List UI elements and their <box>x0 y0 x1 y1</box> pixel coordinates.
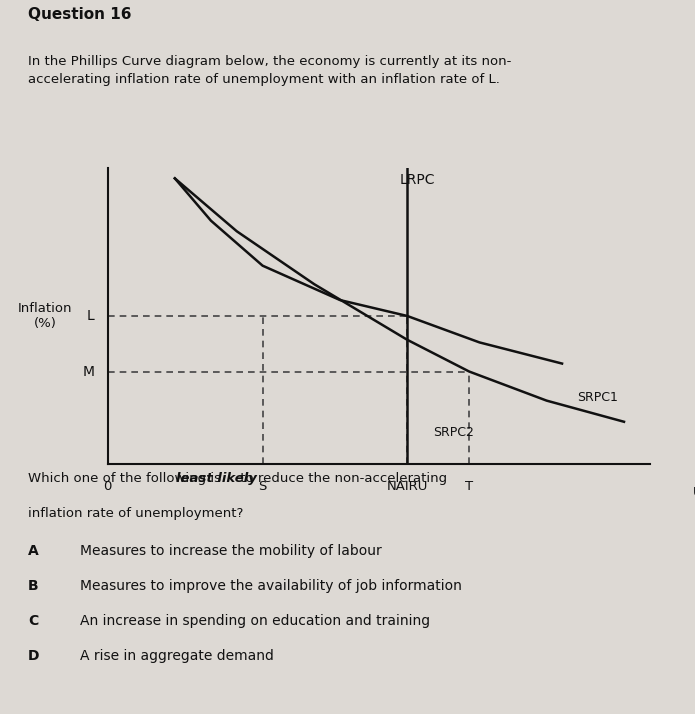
Text: SRPC2: SRPC2 <box>433 426 474 439</box>
Text: Which one of the following is: Which one of the following is <box>28 472 225 485</box>
Text: A rise in aggregate demand: A rise in aggregate demand <box>80 649 274 663</box>
Text: T: T <box>465 480 473 493</box>
Text: LRPC: LRPC <box>400 173 435 187</box>
Text: A: A <box>28 544 38 558</box>
Text: Measures to increase the mobility of labour: Measures to increase the mobility of lab… <box>80 544 382 558</box>
Text: NAIRU: NAIRU <box>386 480 428 493</box>
Text: C: C <box>28 614 38 628</box>
Text: Inflation
(%): Inflation (%) <box>18 302 73 330</box>
Text: to reduce the non-accelerating: to reduce the non-accelerating <box>236 472 447 485</box>
Text: M: M <box>83 365 95 378</box>
Text: S: S <box>259 480 267 493</box>
Text: L: L <box>87 309 95 323</box>
Text: Measures to improve the availability of job information: Measures to improve the availability of … <box>80 579 461 593</box>
Text: least likely: least likely <box>177 472 257 485</box>
Text: Question 16: Question 16 <box>28 7 131 22</box>
Text: B: B <box>28 579 38 593</box>
Text: An increase in spending on education and training: An increase in spending on education and… <box>80 614 430 628</box>
Text: D: D <box>28 649 40 663</box>
Text: inflation rate of unemployment?: inflation rate of unemployment? <box>28 507 243 520</box>
Text: In the Phillips Curve diagram below, the economy is currently at its non-
accele: In the Phillips Curve diagram below, the… <box>28 55 512 86</box>
Text: 0: 0 <box>104 480 112 493</box>
Text: Unemployment (%): Unemployment (%) <box>693 486 695 499</box>
Text: SRPC1: SRPC1 <box>578 391 619 404</box>
